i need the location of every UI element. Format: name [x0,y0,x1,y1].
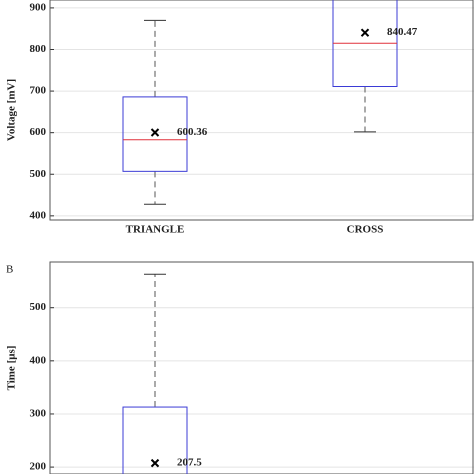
y-axis-label: Voltage [mV] [6,79,18,141]
y-tick-label: 900 [30,1,47,13]
box [122,96,188,172]
y-tick-label: 600 [30,126,47,138]
y-tick-label: 400 [30,354,47,366]
y-tick-label: 500 [30,168,47,180]
mean-marker [360,28,370,37]
y-tick-label: 200 [30,461,47,473]
y-tick-label: 300 [30,407,47,419]
mean-label: 207.5 [177,457,202,469]
y-axis-label: Time [μs] [6,346,18,391]
box [122,406,188,474]
boxes: 207.5 [122,273,202,474]
boxes: 600.36 840.47 [122,0,418,205]
plot-frame [49,0,474,221]
mean-marker [150,128,160,137]
plot-frame [49,261,474,474]
mean-marker [150,458,160,468]
box [332,0,398,88]
x-tick-label: TRIANGLE [126,224,185,236]
mean-label: 840.47 [387,26,418,38]
y-tick-label: 800 [30,43,47,55]
x-tick-label: CROSS [347,224,384,236]
y-tick-label: 500 [30,301,47,313]
y-tick-label: 700 [30,85,47,97]
y-tick-label: 400 [30,209,47,221]
mean-label: 600.36 [177,126,208,138]
panel-label: B [6,264,13,276]
